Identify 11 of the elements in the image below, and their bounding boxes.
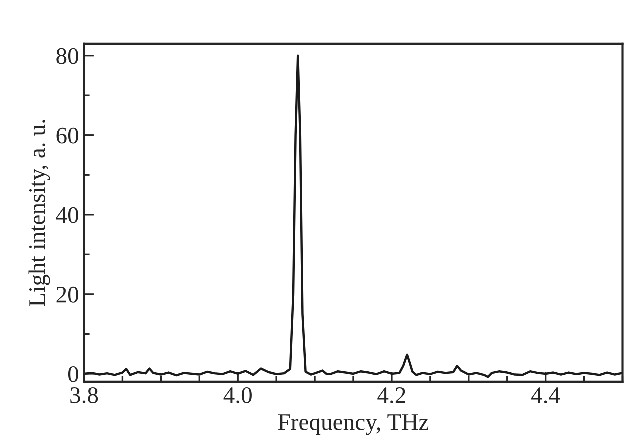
y-tick-label: 80 — [56, 48, 78, 64]
y-tick-label: 0 — [68, 366, 78, 382]
x-axis-title: Frequency, THz — [278, 414, 429, 436]
y-tick-label: 60 — [56, 128, 78, 144]
y-axis-title: Light intensity, a. u. — [28, 120, 50, 307]
x-tick-label: 3.8 — [70, 387, 98, 404]
y-tick-label: 40 — [56, 207, 78, 224]
y-tick-label: 20 — [56, 286, 78, 303]
x-tick-label: 4.2 — [378, 388, 406, 404]
x-tick-label: 4.0 — [224, 387, 252, 404]
x-tick-label: 4.4 — [532, 388, 560, 404]
